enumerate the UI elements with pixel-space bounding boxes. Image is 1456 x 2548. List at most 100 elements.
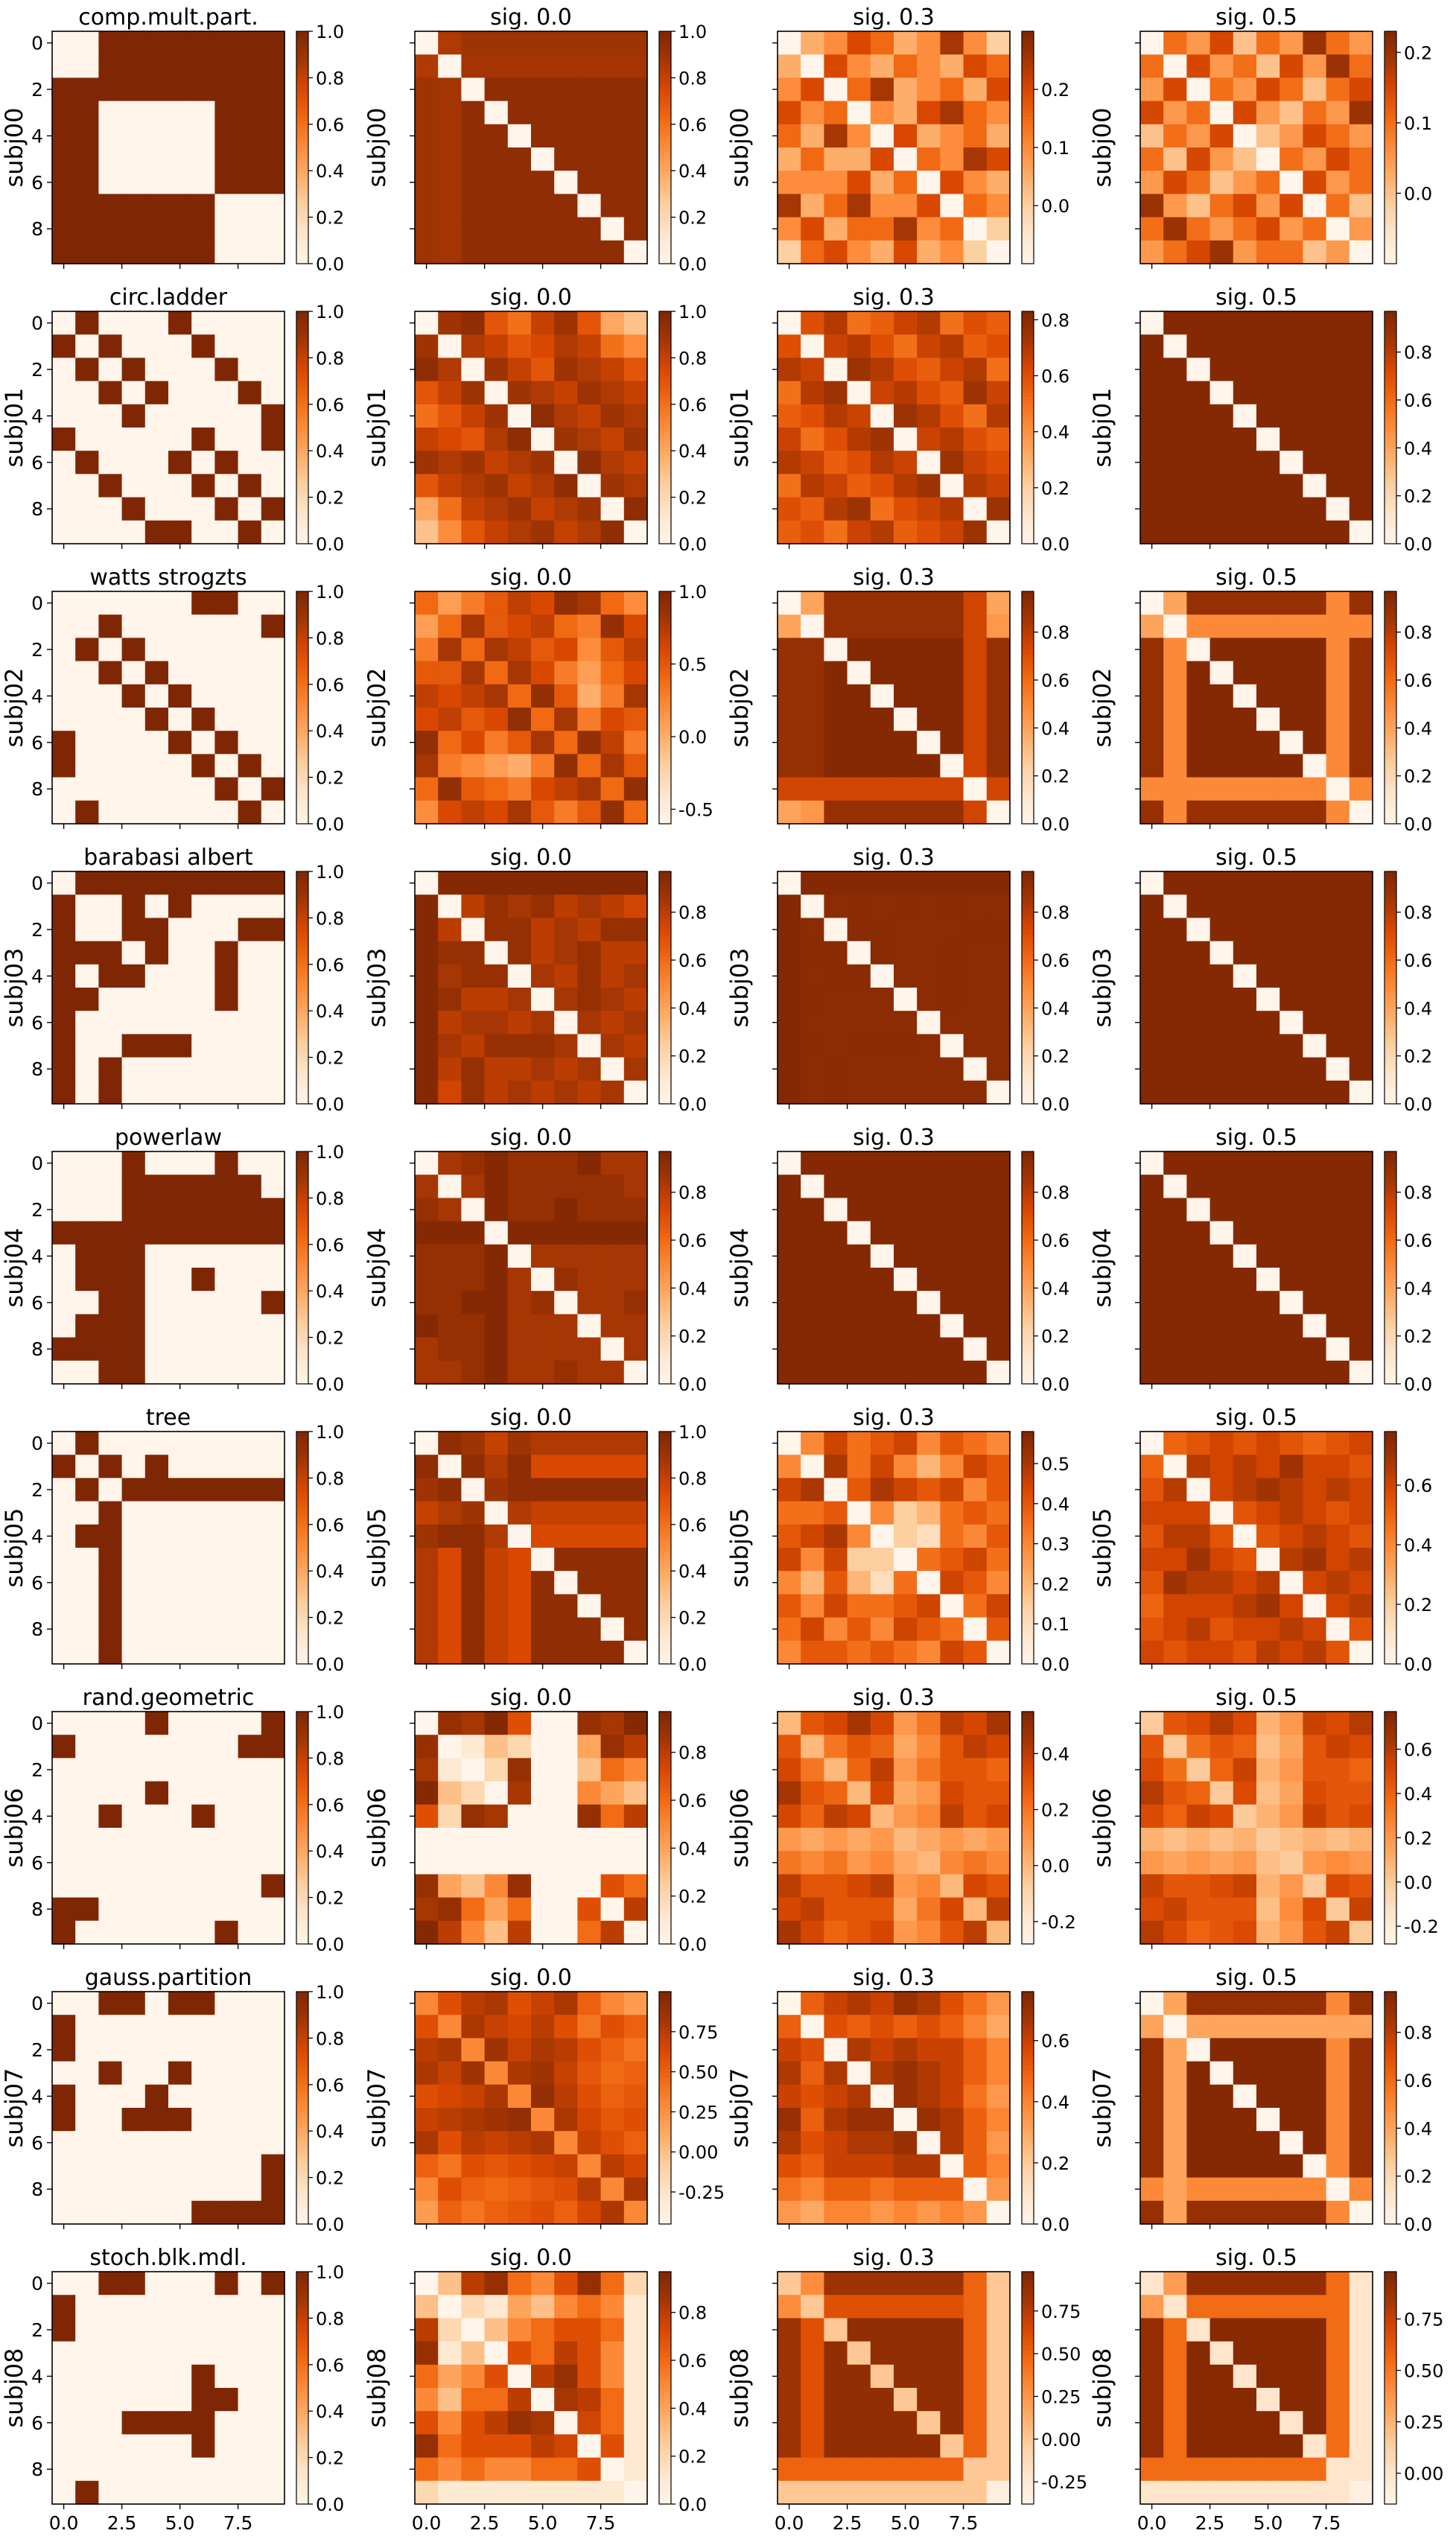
heatmap-cell xyxy=(1349,54,1373,78)
colorbar-segment xyxy=(659,661,671,666)
heatmap-cell xyxy=(848,731,871,754)
colorbar-segment xyxy=(659,634,671,638)
colorbar-tick-label: 0.4 xyxy=(1404,1535,1432,1556)
colorbar-segment xyxy=(1385,1590,1396,1595)
heatmap-cell xyxy=(168,1828,192,1852)
heatmap-cell xyxy=(508,428,532,451)
colorbar-segment xyxy=(1385,719,1396,724)
colorbar-segment xyxy=(1385,684,1396,689)
heatmap-cell xyxy=(238,941,262,965)
colorbar-segment xyxy=(659,808,671,813)
colorbar-segment xyxy=(659,991,671,996)
colorbar-segment xyxy=(659,903,671,907)
heatmap-cell xyxy=(261,1525,285,1548)
colorbar-segment xyxy=(296,70,308,74)
colorbar-segment xyxy=(1022,1793,1034,1797)
colorbar-segment xyxy=(1385,727,1396,731)
heatmap-cell xyxy=(824,1081,848,1105)
panel-title: sig. 0.5 xyxy=(1215,1405,1297,1431)
heatmap-cell xyxy=(261,1758,285,1782)
heatmap-cell xyxy=(624,684,648,708)
colorbar-segment xyxy=(1022,1151,1034,1156)
heatmap-cell xyxy=(75,1782,99,1805)
colorbar-segment xyxy=(296,1874,308,1878)
colorbar-tick-label: 0.6 xyxy=(678,395,707,416)
heatmap-cell xyxy=(1326,1221,1350,1245)
colorbar-segment xyxy=(1385,1294,1396,1299)
colorbar-segment xyxy=(1385,681,1396,685)
colorbar-segment xyxy=(659,1560,671,1564)
colorbar-segment xyxy=(296,147,308,152)
colorbar-tick-label: 0.2 xyxy=(1041,80,1069,101)
heatmap-cell xyxy=(98,1921,122,1945)
heatmap-cell xyxy=(508,1782,532,1805)
colorbar-segment xyxy=(296,493,308,498)
heatmap-cell xyxy=(624,778,648,801)
heatmap-cell xyxy=(778,1898,801,1922)
heatmap-cell xyxy=(1186,54,1210,78)
colorbar-tick-label: 0.2 xyxy=(1404,1327,1432,1347)
heatmap-cell xyxy=(824,965,848,988)
colorbar-segment xyxy=(296,599,308,603)
colorbar-segment xyxy=(296,521,308,525)
heatmap-cell xyxy=(778,1361,801,1385)
colorbar-segment xyxy=(1022,956,1034,961)
heatmap-cell xyxy=(461,1314,485,1338)
colorbar-segment xyxy=(1385,789,1396,793)
heatmap-cell xyxy=(238,1058,262,1081)
heatmap-cell xyxy=(145,217,169,241)
heatmap-cell xyxy=(624,1805,648,1829)
heatmap-cell xyxy=(531,194,555,217)
heatmap-cell xyxy=(624,124,648,148)
heatmap-cell xyxy=(461,171,485,194)
heatmap-cell xyxy=(1163,1338,1187,1362)
colorbar-segment xyxy=(1022,1656,1034,1661)
colorbar-segment xyxy=(296,241,308,245)
heatmap-cell xyxy=(964,311,988,335)
colorbar-segment xyxy=(659,1486,671,1490)
heatmap-cell xyxy=(964,1478,988,1502)
heatmap-cell xyxy=(98,77,122,101)
colorbar-segment xyxy=(659,1372,671,1376)
heatmap-cell xyxy=(461,731,485,754)
colorbar-segment xyxy=(1022,766,1034,770)
colorbar-segment xyxy=(659,323,671,328)
heatmap-cell xyxy=(1349,451,1373,474)
colorbar-segment xyxy=(1022,1011,1034,1015)
colorbar-segment xyxy=(296,887,308,892)
heatmap-cell xyxy=(508,1641,532,1665)
heatmap-cell xyxy=(261,1874,285,1898)
colorbar-segment xyxy=(659,512,671,517)
heatmap-cell xyxy=(801,1291,824,1315)
heatmap-cell xyxy=(917,498,941,521)
heatmap-cell xyxy=(191,451,215,474)
colorbar-tick-label: 0.8 xyxy=(678,348,707,369)
colorbar-tick-label: 0.6 xyxy=(316,395,344,416)
colorbar-segment xyxy=(659,1505,671,1510)
heatmap-cell xyxy=(508,474,532,498)
heatmap-cell xyxy=(824,404,848,428)
colorbar-segment xyxy=(659,1252,671,1256)
heatmap-cell xyxy=(940,1548,964,1572)
colorbar-segment xyxy=(659,1502,671,1506)
colorbar-segment xyxy=(296,1563,308,1568)
colorbar-segment xyxy=(1385,1322,1396,1327)
heatmap-cell xyxy=(1326,217,1350,241)
heatmap-cell xyxy=(801,1735,824,1758)
colorbar-segment xyxy=(659,489,671,494)
y-tick-label: 4 xyxy=(31,1245,43,1267)
colorbar-tick-label: 0.2 xyxy=(678,208,707,229)
heatmap-cell xyxy=(871,311,894,335)
colorbar-segment xyxy=(1022,1528,1034,1533)
heatmap-cell xyxy=(438,171,462,194)
heatmap-cell xyxy=(871,1245,894,1268)
heatmap-cell xyxy=(824,428,848,451)
row-label: subj01 xyxy=(725,388,754,468)
colorbar-tick-label: 0.2 xyxy=(316,768,344,789)
heatmap-cell xyxy=(917,1758,941,1782)
heatmap-cell xyxy=(778,1805,801,1829)
colorbar-segment xyxy=(1385,171,1396,175)
heatmap-cell xyxy=(577,591,601,615)
colorbar-segment xyxy=(1022,898,1034,903)
heatmap-cell xyxy=(415,498,439,521)
